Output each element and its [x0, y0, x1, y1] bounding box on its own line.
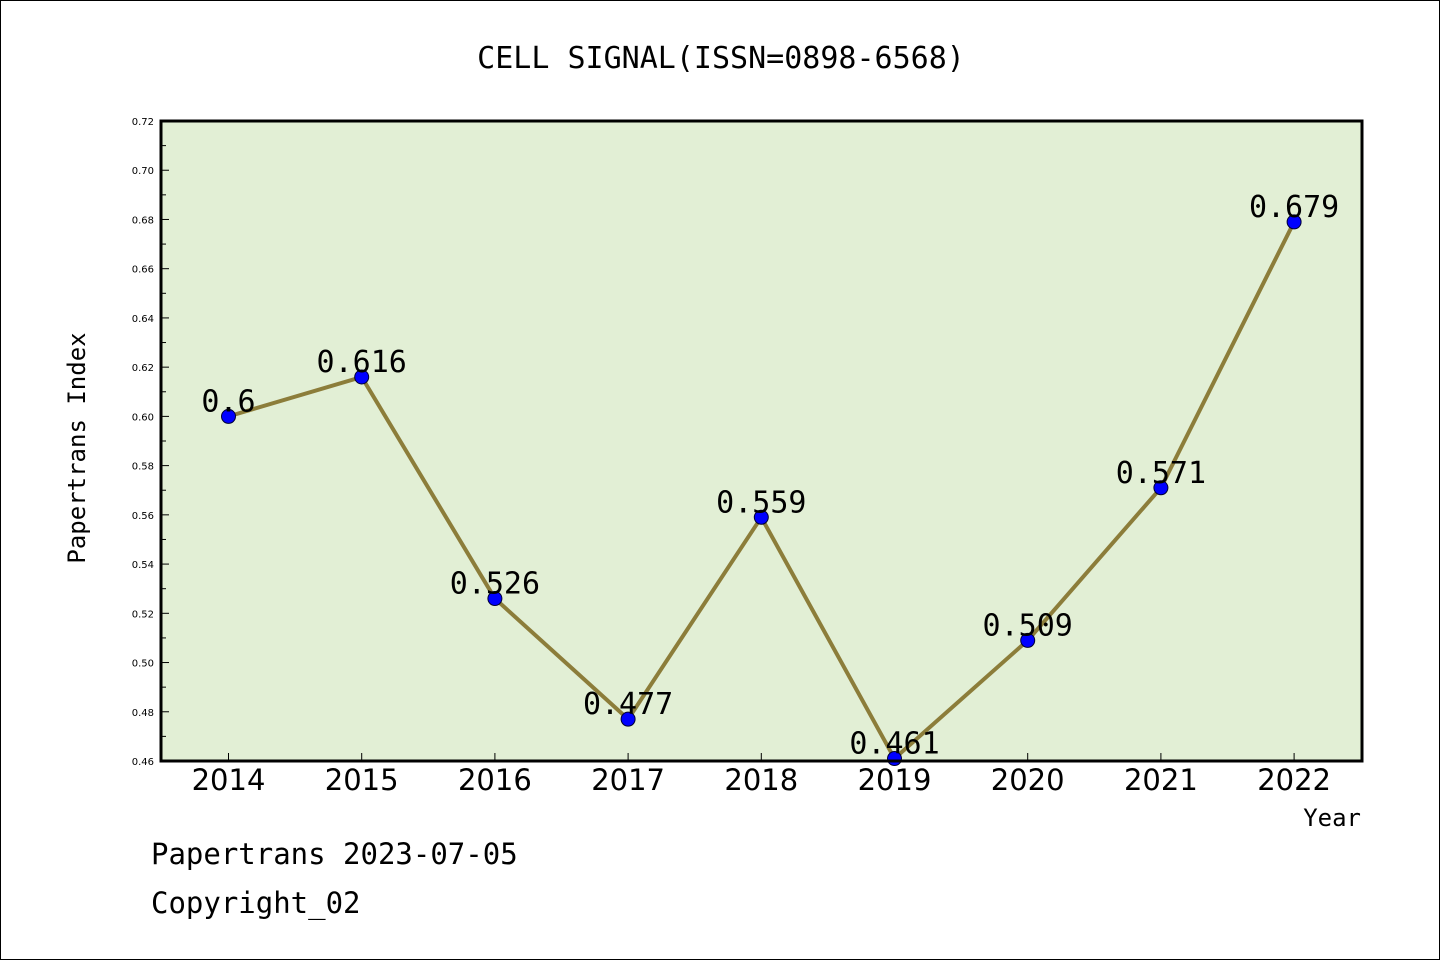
y-tick-label: 0.52 — [132, 609, 154, 620]
data-labels: 0.6 0.616 0.526 0.477 0.559 0.461 0.509 0.571 0.… — [201, 190, 1339, 762]
x-tick-label: 2017 — [591, 763, 665, 797]
data-label: 0.461 — [849, 727, 939, 762]
plot-frame — [159, 119, 1364, 763]
data-label: 0.616 — [317, 345, 407, 380]
y-tick-label: 0.66 — [132, 265, 154, 276]
data-point — [1153, 480, 1169, 496]
x-axis: 2014 2015 2016 2017 2018 2019 2020 2021 2022 — [192, 753, 1331, 797]
data-point — [620, 711, 636, 727]
y-tick-label: 0.56 — [132, 511, 154, 522]
x-tick-label: 2016 — [458, 763, 532, 797]
x-tick-label: 2015 — [325, 763, 399, 797]
y-axis: 0.46 0.48 0.50 0.52 0.54 0.56 0.58 0.60 0.62 0.64… — [132, 117, 169, 768]
series-group — [221, 214, 1302, 767]
y-tick-label: 0.58 — [132, 462, 154, 473]
y-tick-label: 0.64 — [132, 314, 154, 325]
x-tick-label: 2019 — [858, 763, 932, 797]
y-tick-label: 0.48 — [132, 708, 154, 719]
footer-date: Papertrans 2023-07-05 — [151, 837, 518, 871]
data-label: 0.559 — [716, 485, 806, 520]
data-label: 0.509 — [983, 608, 1073, 643]
x-tick-label: 2020 — [991, 763, 1065, 797]
data-label: 0.571 — [1116, 456, 1206, 491]
y-tick-label: 0.62 — [132, 363, 154, 374]
plot-area — [161, 121, 1362, 761]
x-tick-label: 2021 — [1124, 763, 1198, 797]
y-tick-label: 0.60 — [132, 412, 154, 423]
x-tick-label: 2014 — [192, 763, 266, 797]
y-tick-label: 0.50 — [132, 659, 154, 670]
y-tick-label: 0.46 — [132, 757, 154, 768]
data-point — [354, 369, 370, 385]
data-point — [221, 408, 236, 424]
data-point — [753, 509, 769, 525]
chart-title: CELL SIGNAL(ISSN=0898-6568) — [477, 41, 965, 76]
x-tick-label: 2018 — [724, 763, 798, 797]
data-label: 0.526 — [450, 567, 540, 602]
x-tick-label: 2022 — [1257, 763, 1331, 797]
data-label: 0.477 — [583, 687, 673, 722]
y-tick-label: 0.68 — [132, 215, 154, 226]
data-label: 0.6 — [201, 384, 255, 419]
y-axis-label: Papertrans Index — [63, 332, 91, 563]
y-tick-label: 0.70 — [132, 166, 154, 177]
data-label: 0.679 — [1249, 190, 1339, 225]
data-point — [1286, 214, 1302, 230]
data-point — [1020, 632, 1036, 648]
y-tick-label: 0.54 — [132, 560, 154, 571]
x-axis-label: Year — [1303, 804, 1361, 832]
footer-copyright: Copyright_02 — [151, 886, 361, 920]
y-tick-label: 0.72 — [132, 117, 154, 128]
data-point — [487, 591, 503, 607]
